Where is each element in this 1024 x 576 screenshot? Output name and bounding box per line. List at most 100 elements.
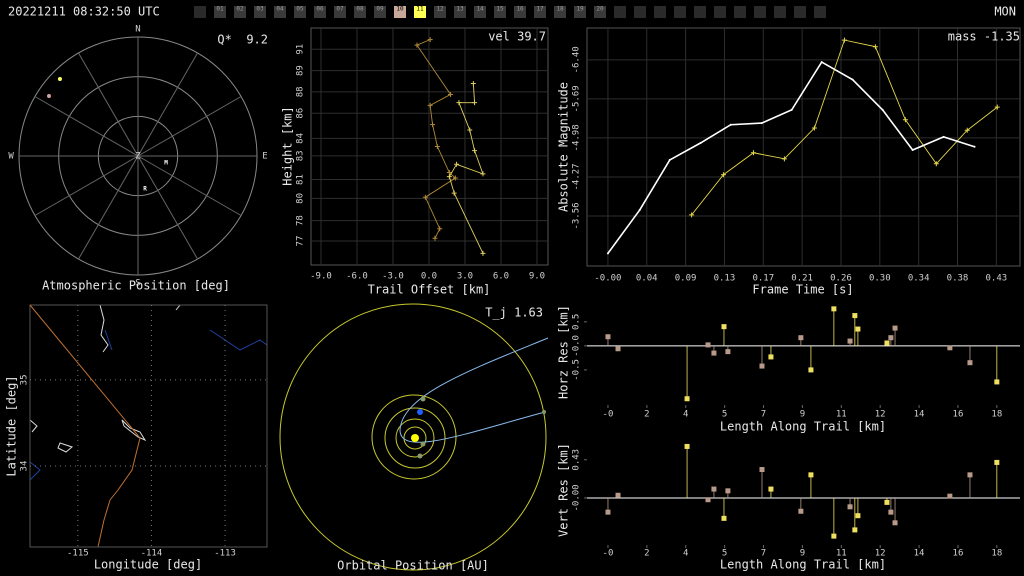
stem-marker [615, 492, 621, 498]
coastline [99, 304, 109, 353]
point-marker [790, 108, 793, 111]
x-axis-label: Atmospheric Position [deg] [42, 279, 230, 293]
planet [542, 410, 546, 414]
x-axis-label: Length Along Trail [km] [720, 558, 886, 572]
annotation: Q* 9.2 [217, 33, 268, 47]
orbit-ring [403, 426, 427, 450]
point-marker [820, 61, 823, 64]
point-marker [467, 127, 473, 133]
x-tick-label: 6.0 [493, 272, 509, 282]
x-tick-label: 3.0 [457, 272, 473, 282]
frame-slot [534, 6, 546, 18]
point-marker [841, 37, 847, 43]
planet [420, 396, 426, 402]
point-marker [872, 44, 878, 50]
az-line [78, 52, 139, 157]
y-tick-label: 77 [296, 236, 306, 247]
az-line [34, 155, 139, 216]
stem-marker [808, 367, 814, 373]
frame-slot [294, 6, 306, 18]
x-tick-label: -114 [141, 549, 163, 559]
stem-marker [888, 335, 894, 341]
point-marker [470, 80, 476, 86]
stem-marker [888, 509, 894, 515]
x-tick-label: -6.0 [346, 272, 368, 282]
point-marker [638, 208, 641, 211]
y-axis-label: Vert Res [km] [557, 443, 571, 537]
y-tick-label: -3.56 [572, 202, 582, 229]
x-axis-label: Orbital Position [AU] [337, 559, 489, 573]
frame-slot [214, 6, 226, 18]
x-tick-label: -0 [603, 410, 614, 420]
stem-marker [847, 504, 853, 510]
stem-marker [967, 360, 973, 366]
stem-marker [721, 515, 727, 521]
x-tick-label: 9 [800, 410, 805, 420]
frame-slot [574, 6, 586, 18]
frame-label: 18 [556, 6, 564, 13]
water [29, 461, 41, 481]
y-tick-label: 89 [296, 65, 306, 76]
y-tick-label: 91 [296, 44, 306, 55]
stem-marker [798, 508, 804, 514]
frame-slot [734, 6, 746, 18]
frame-slot [674, 6, 686, 18]
point-marker [973, 145, 976, 148]
point-marker [689, 212, 695, 218]
frame-slot [374, 6, 386, 18]
point-marker [448, 91, 454, 97]
frame-slot [514, 6, 526, 18]
plot-frame [29, 304, 268, 548]
series-line [416, 39, 457, 239]
frame-slot [794, 6, 806, 18]
x-tick-label: 4 [683, 549, 688, 559]
x-tick-label: -0.00 [594, 274, 621, 284]
x-tick-label: 0.17 [752, 274, 774, 284]
frame-label: 19 [576, 6, 584, 13]
y-tick-label: 0.5 [572, 314, 582, 330]
point-marker [480, 171, 486, 177]
stem-marker [768, 354, 774, 360]
stem-marker [947, 345, 953, 351]
planet [420, 441, 426, 447]
x-tick-label: 18 [991, 410, 1002, 420]
x-tick-label: 12 [875, 549, 886, 559]
frame-slot [314, 6, 326, 18]
stem-marker [759, 363, 765, 369]
x-tick-label: 0.21 [791, 274, 813, 284]
x-tick-label: 0.43 [986, 274, 1008, 284]
point-marker [480, 250, 486, 256]
series-line [448, 83, 484, 254]
x-tick-label: 0.30 [869, 274, 891, 284]
annotation: vel 39.7 [488, 30, 546, 44]
y-tick-label: 84 [296, 133, 306, 144]
frame-slot [634, 6, 646, 18]
az-line [137, 96, 242, 157]
point-marker [964, 127, 970, 133]
x-tick-label: 11 [836, 549, 847, 559]
orbit-diagram [279, 303, 549, 571]
annotation: T_j 1.63 [485, 306, 543, 320]
river [97, 499, 111, 548]
stem-marker [852, 527, 858, 533]
x-axis-label: Trail Offset [km] [368, 283, 491, 297]
orbit-ring [279, 303, 547, 571]
sky-point [57, 77, 62, 82]
compass-label: W [8, 152, 14, 162]
frame-slot [334, 6, 346, 18]
y-tick-label: 0.43 [572, 449, 582, 471]
x-tick-label: 7 [761, 549, 766, 559]
point-marker [902, 117, 908, 123]
point-marker [454, 161, 460, 167]
stem-marker [808, 472, 814, 478]
compass-label: S [135, 278, 140, 288]
stem-marker [855, 513, 861, 519]
coastline [175, 304, 181, 311]
point-marker [911, 149, 914, 152]
point-marker [699, 141, 702, 144]
point-marker [729, 123, 732, 126]
frame-slot [714, 6, 726, 18]
river [109, 437, 141, 501]
point-marker [750, 150, 756, 156]
